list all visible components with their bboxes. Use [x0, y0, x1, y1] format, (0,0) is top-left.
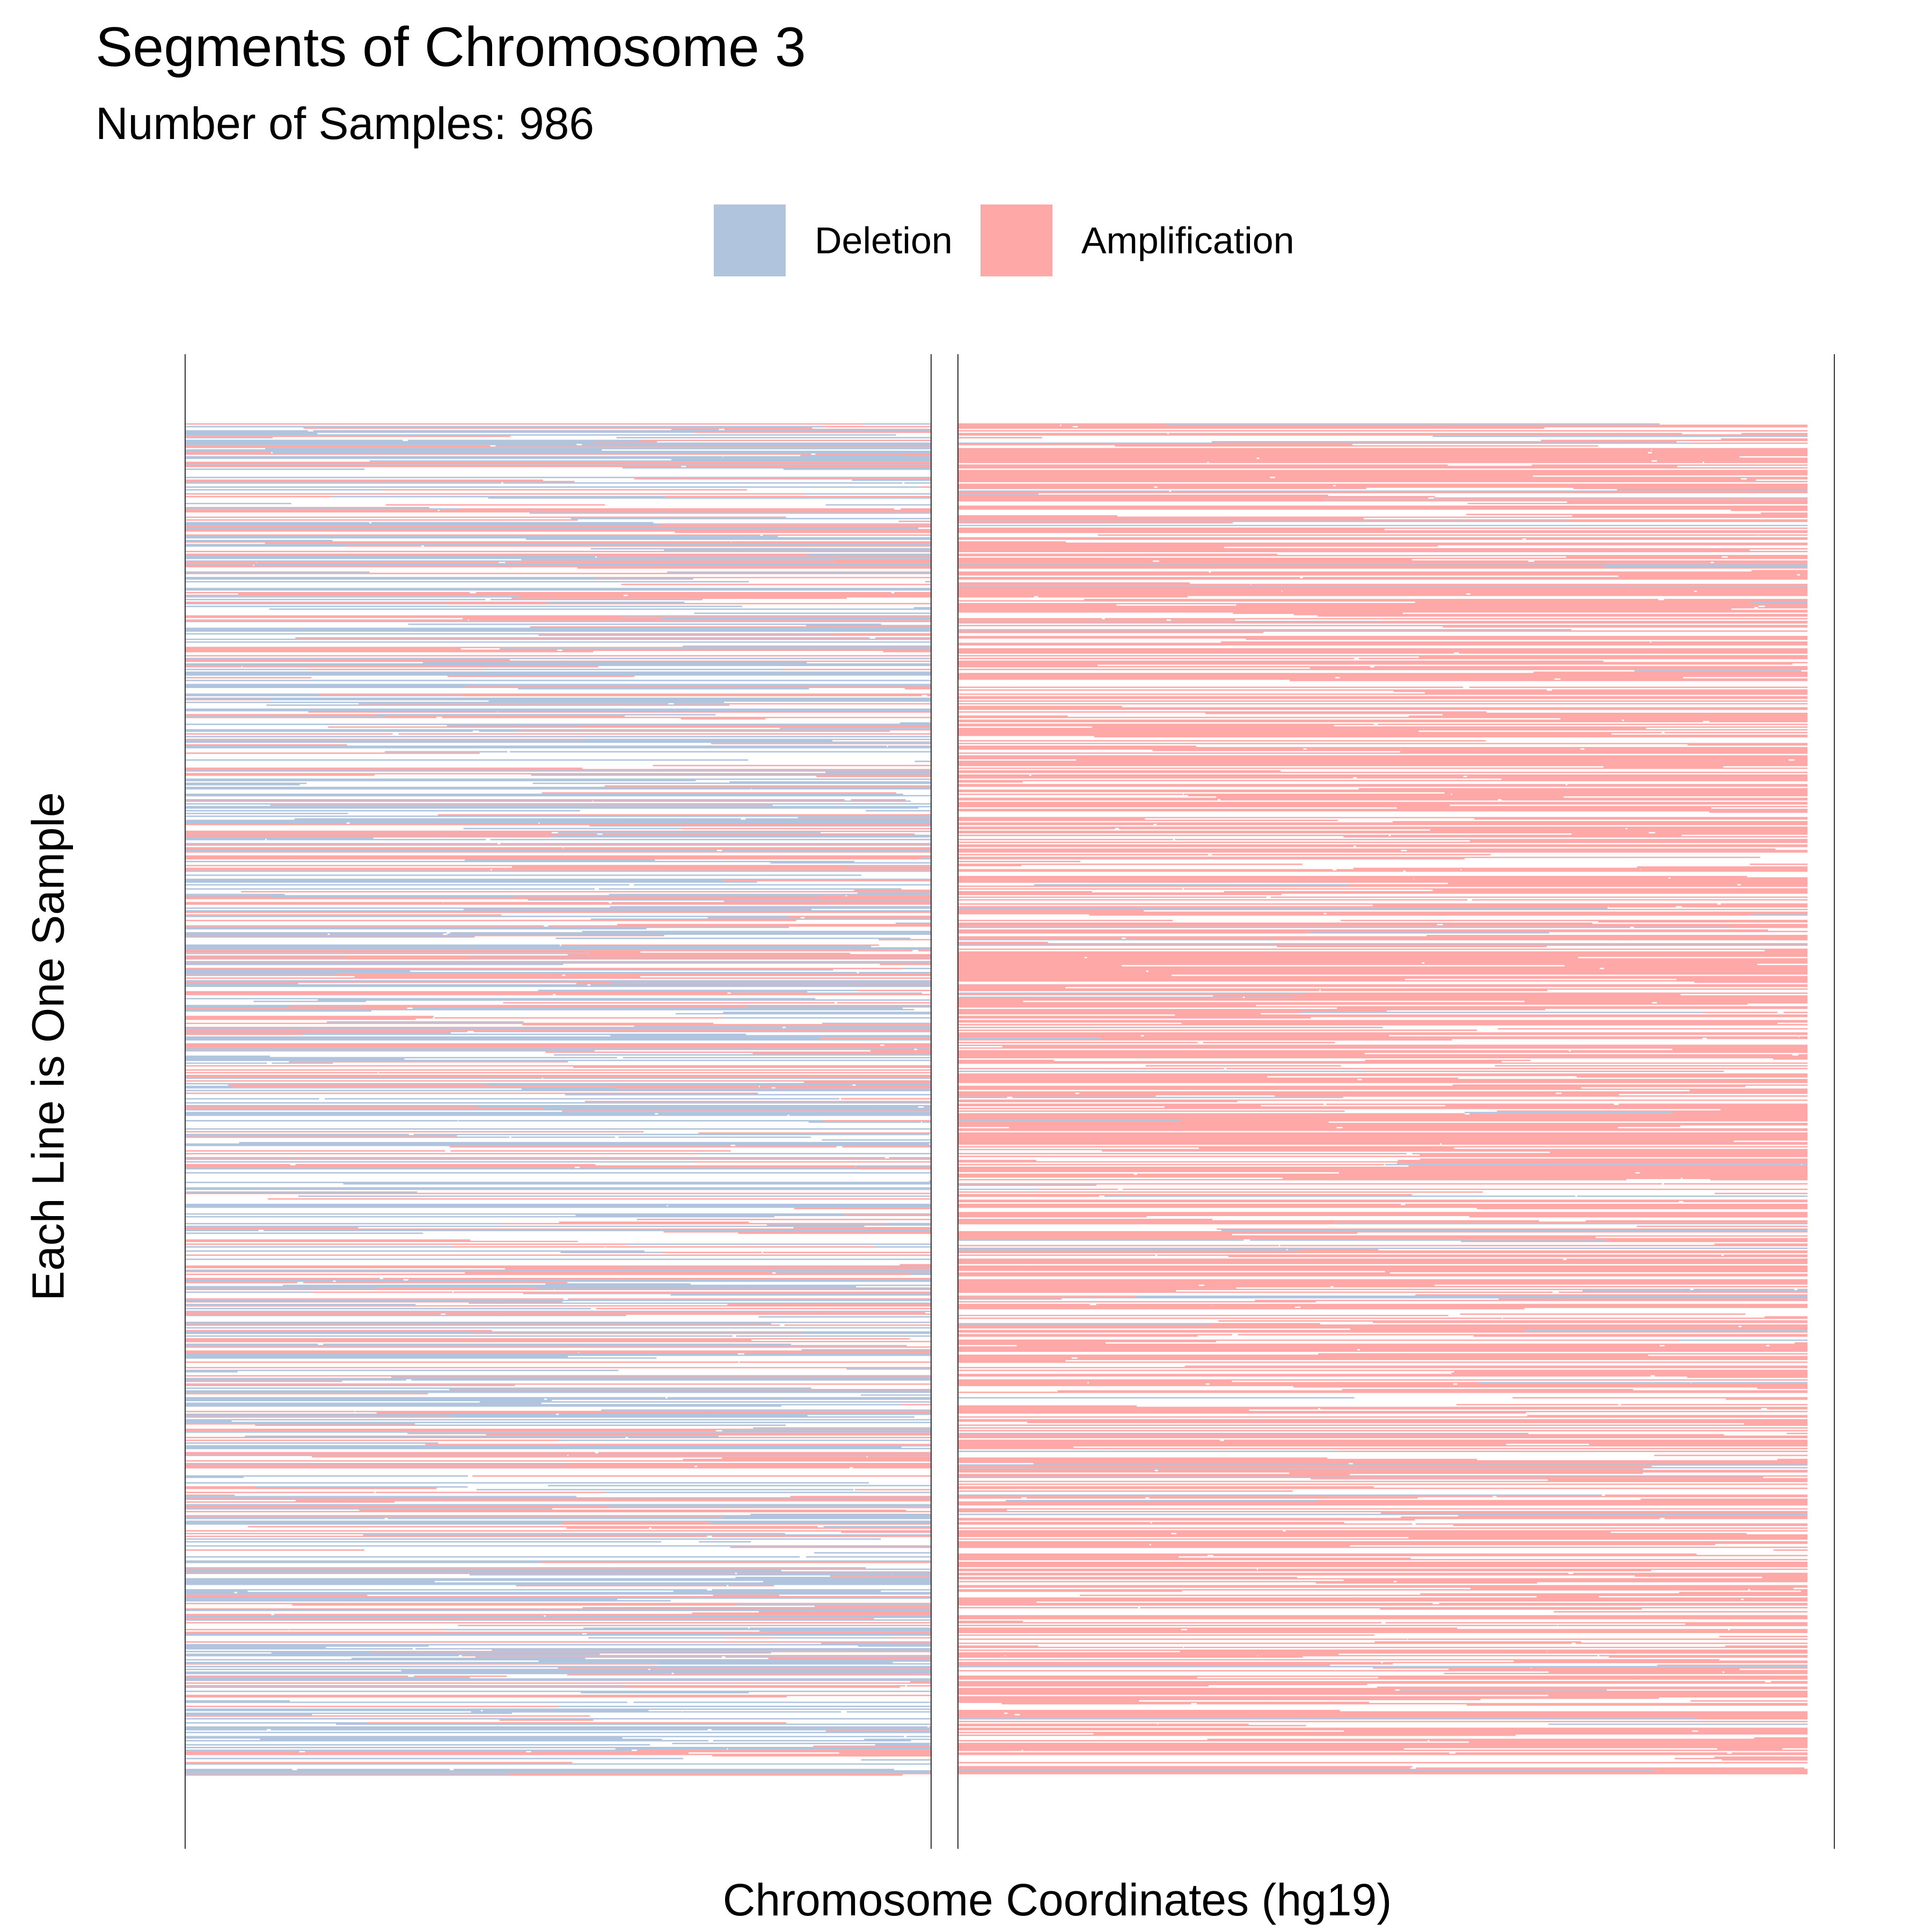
y-axis-label-wrap: Each Line is One Sample	[21, 354, 75, 1739]
x-axis-label: Chromosome Coordinates (hg19)	[0, 1873, 1932, 1927]
amplification-segments-q-arm	[958, 424, 1807, 1774]
y-axis-label: Each Line is One Sample	[23, 792, 75, 1301]
